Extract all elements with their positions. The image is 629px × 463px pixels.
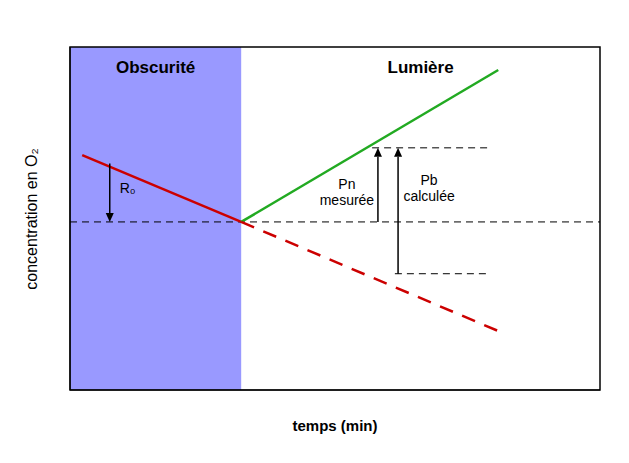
html-text:concentration en O₂: concentration en O₂ [23,147,40,290]
svg-text:R₀: R₀ [120,179,136,195]
svg-text:Pbcalculée: Pbcalculée [403,171,455,203]
svg-text:Pnmesurée: Pnmesurée [320,176,375,208]
svg-text:Obscurité: Obscurité [116,58,195,77]
html-text:temps (min): temps (min) [292,416,378,434]
svg-text:Lumière: Lumière [388,58,454,77]
